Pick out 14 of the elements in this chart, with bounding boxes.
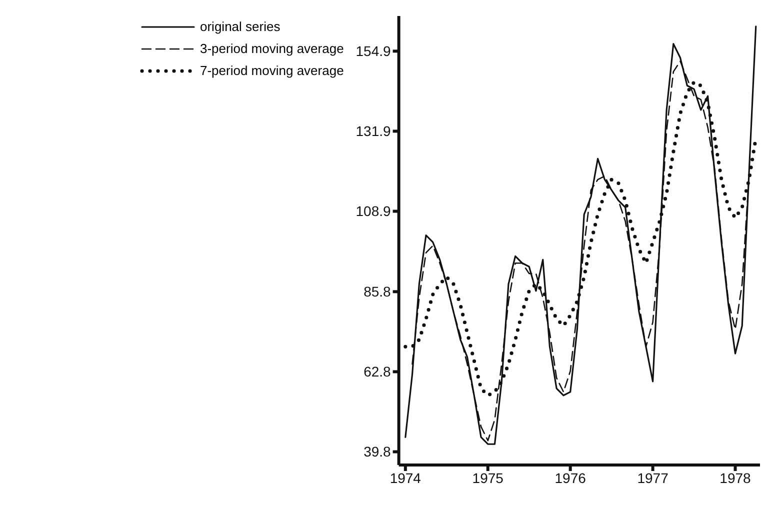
x-tick-label: 1974	[390, 470, 422, 486]
legend-label: 7-period moving average	[200, 62, 344, 80]
legend-label: original series	[200, 18, 280, 36]
x-tick-label: 1978	[720, 470, 752, 486]
x-tick-label: 1976	[554, 470, 586, 486]
x-tick-label: 1977	[637, 470, 669, 486]
y-tick-label: 62.8	[364, 364, 392, 380]
y-tick-label: 154.9	[356, 43, 392, 60]
legend-label: 3-period moving average	[200, 40, 344, 58]
x-tick-label: 1975	[472, 470, 504, 486]
y-tick-label: 39.8	[364, 444, 392, 460]
y-tick-label: 108.9	[356, 203, 392, 220]
y-tick-label: 85.8	[364, 284, 392, 300]
y-tick-label: 131.9	[356, 123, 392, 140]
